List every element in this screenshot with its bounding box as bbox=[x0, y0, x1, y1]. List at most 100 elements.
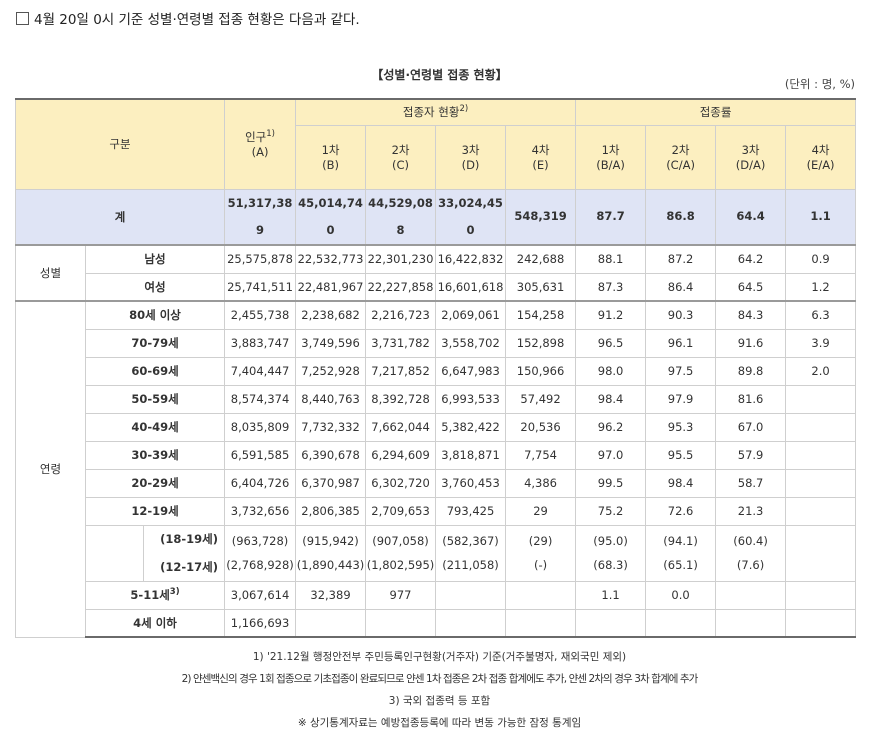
table-row: 60-69세 7,404,447 7,252,928 7,217,852 6,647,9… bbox=[16, 356, 857, 386]
data-cell: 98.4 bbox=[645, 468, 717, 498]
data-cell: 97.9 bbox=[645, 384, 717, 414]
row-label: 여성 bbox=[84, 272, 226, 302]
data-cell bbox=[575, 608, 647, 638]
data-cell: 16,601,618 bbox=[435, 272, 507, 302]
data-cell bbox=[295, 608, 367, 638]
vaccination-table: 구분 인구1) (A) 접종자 현황2) 접종률 1차 (B) 2차 (C) 3차 (D) 4… bbox=[14, 98, 857, 638]
data-cell: 5,382,422 bbox=[435, 412, 507, 442]
data-cell bbox=[785, 440, 857, 470]
header-dose-2: 2차 (C) bbox=[365, 124, 437, 190]
data-cell: 2,216,723 bbox=[365, 300, 437, 330]
table-row: 성별 남성 25,575,878 22,532,773 22,301,230 16,422… bbox=[15, 244, 857, 302]
total-value: 33,024,450 bbox=[438, 195, 503, 237]
header-dose-4: 4차 (E) bbox=[505, 124, 577, 190]
header-rate-sub: (B/A) bbox=[596, 158, 625, 172]
table-row: 70-79세 3,883,747 3,749,596 3,731,782 3,558,7… bbox=[16, 328, 857, 358]
data-cell: 95.5 bbox=[645, 440, 717, 470]
data-cell: (907,058) bbox=[365, 524, 437, 553]
data-cell bbox=[785, 496, 857, 526]
sub-row-label: (18-19세) bbox=[160, 532, 219, 547]
header-dose-1: 1차 (B) bbox=[295, 124, 367, 190]
data-cell bbox=[505, 580, 577, 610]
header-vaccinated-label: 접종자 현황 bbox=[402, 105, 460, 120]
row-5-11-label: 5-11세 bbox=[130, 588, 170, 602]
data-cell: (582,367) bbox=[435, 524, 507, 553]
data-cell: 32,389 bbox=[295, 580, 367, 610]
data-cell: 7,662,044 bbox=[365, 412, 437, 442]
data-cell: 8,392,728 bbox=[365, 384, 437, 414]
unit-label: (단위 : 명, %) bbox=[784, 77, 855, 91]
row-label: 50-59세 bbox=[84, 384, 226, 414]
data-cell: 91.2 bbox=[575, 300, 647, 330]
table-row: 연령 80세 이상 2,455,738 2,238,682 2,216,723 2,069… bbox=[15, 300, 857, 638]
row-label: 80세 이상 bbox=[84, 300, 226, 330]
data-cell: 6,993,533 bbox=[435, 384, 507, 414]
data-cell: 98.4 bbox=[575, 384, 647, 414]
data-cell: 98.0 bbox=[575, 356, 647, 386]
data-cell bbox=[785, 580, 857, 610]
data-cell: 97.0 bbox=[575, 440, 647, 470]
header-dose-sub: (C) bbox=[392, 158, 410, 172]
data-cell: (915,942) bbox=[295, 524, 367, 553]
header-population-sub: (A) bbox=[251, 145, 269, 160]
data-cell: 0.0 bbox=[645, 580, 717, 610]
checkbox-square-icon bbox=[16, 12, 29, 25]
total-label: 계 bbox=[14, 188, 226, 246]
total-value: 64.4 bbox=[736, 209, 765, 224]
intro-text: 4월 20일 0시 기준 성별·연령별 접종 현황은 다음과 같다. bbox=[34, 12, 360, 28]
data-cell: 96.1 bbox=[645, 328, 717, 358]
data-cell bbox=[785, 608, 857, 638]
data-cell: 1.1 bbox=[575, 580, 647, 610]
data-cell bbox=[645, 608, 717, 638]
header-rate-sub: (E/A) bbox=[806, 158, 835, 172]
total-cell: 44,529,088 bbox=[365, 188, 437, 246]
data-cell: 7,404,447 bbox=[224, 356, 297, 386]
total-value: 86.8 bbox=[666, 209, 695, 224]
data-cell bbox=[785, 553, 857, 582]
footnote-1: 1) '21.12월 행정안전부 주민등록인구현황(거주자) 기준(거주불명자,… bbox=[252, 651, 627, 663]
data-cell: 99.5 bbox=[575, 468, 647, 498]
header-rate-label: 1차 bbox=[601, 143, 620, 157]
table-row: 5-11세3) 3,067,614 32,389 977 1.1 0.0 bbox=[16, 580, 857, 610]
total-cell: 1.1 bbox=[785, 188, 857, 246]
sub-row-label-cell: (12-17세) bbox=[84, 553, 226, 582]
header-population: 인구1) (A) bbox=[224, 98, 297, 190]
data-cell: 3,731,782 bbox=[365, 328, 437, 358]
footnotes: 1) '21.12월 행정안전부 주민등록인구현황(거주자) 기준(거주불명자,… bbox=[0, 646, 879, 734]
data-cell: 22,227,858 bbox=[365, 272, 437, 302]
sex-group-label: 성별 bbox=[15, 244, 86, 302]
header-row-2: 1차 (B) 2차 (C) 3차 (D) 4차 (E) 1차 (B/A) 2차 (C/A) 3차 (D/A… bbox=[16, 124, 857, 190]
data-cell: 16,422,832 bbox=[435, 244, 507, 274]
data-cell: 3.9 bbox=[785, 328, 857, 358]
data-cell: 6,404,726 bbox=[224, 468, 297, 498]
row-label: 20-29세 bbox=[84, 468, 226, 498]
data-cell: 3,883,747 bbox=[224, 328, 297, 358]
data-cell: 84.3 bbox=[715, 300, 787, 330]
header-dose-sub: (B) bbox=[322, 158, 339, 172]
total-value: 45,014,740 bbox=[298, 195, 363, 237]
data-cell: (7.6) bbox=[715, 553, 787, 582]
data-cell: 95.3 bbox=[645, 412, 717, 442]
data-cell bbox=[435, 580, 507, 610]
data-cell: (963,728) bbox=[224, 524, 297, 553]
header-rate-label: 4차 bbox=[811, 143, 830, 157]
data-cell bbox=[715, 608, 787, 638]
footnote-3: 3) 국외 접종력 등 포함 bbox=[388, 695, 491, 707]
header-population-sup: 1) bbox=[266, 129, 275, 140]
data-cell: 2,238,682 bbox=[295, 300, 367, 330]
row-label: 12-19세 bbox=[84, 496, 226, 526]
table-row: 30-39세 6,591,585 6,390,678 6,294,609 3,818,8… bbox=[16, 440, 857, 470]
data-cell: 96.5 bbox=[575, 328, 647, 358]
table-row: (18-19세) (963,728) (915,942) (907,058) (582,… bbox=[16, 524, 857, 553]
total-cell: 45,014,740 bbox=[295, 188, 367, 246]
header-population-label: 인구 bbox=[245, 130, 267, 145]
data-cell: 6,390,678 bbox=[295, 440, 367, 470]
data-cell: 3,067,614 bbox=[224, 580, 297, 610]
data-cell: 25,575,878 bbox=[224, 244, 297, 274]
header-rate-group: 접종률 bbox=[575, 98, 857, 126]
header-dose-label: 1차 bbox=[321, 143, 340, 157]
data-cell: 88.1 bbox=[575, 244, 647, 274]
data-cell: 1,166,693 bbox=[224, 608, 297, 638]
table-title: 【성별·연령별 접종 현황】 bbox=[371, 68, 508, 82]
header-rate-1: 1차 (B/A) bbox=[575, 124, 647, 190]
